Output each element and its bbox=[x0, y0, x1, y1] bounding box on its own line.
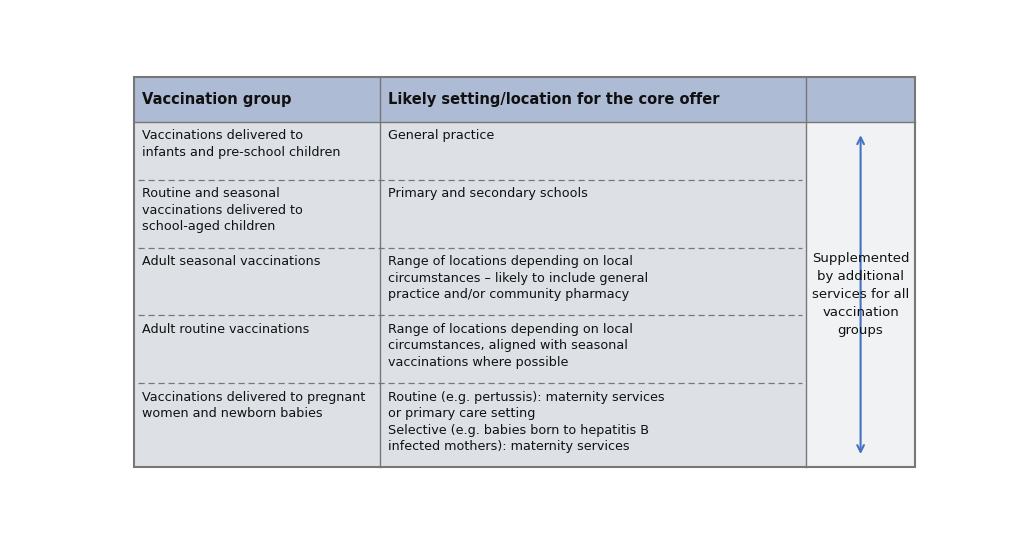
Bar bbox=[134, 77, 806, 122]
Text: Vaccinations delivered to pregnant
women and newborn babies: Vaccinations delivered to pregnant women… bbox=[142, 391, 366, 420]
Bar bbox=[806, 383, 915, 467]
Text: Adult routine vaccinations: Adult routine vaccinations bbox=[142, 323, 309, 336]
Text: Routine and seasonal
vaccinations delivered to
school-aged children: Routine and seasonal vaccinations delive… bbox=[142, 188, 303, 233]
Text: Vaccination group: Vaccination group bbox=[142, 92, 292, 107]
Bar bbox=[806, 247, 915, 315]
Bar bbox=[380, 315, 806, 383]
Bar bbox=[806, 180, 915, 247]
Text: Range of locations depending on local
circumstances – likely to include general
: Range of locations depending on local ci… bbox=[388, 255, 648, 301]
Text: Routine (e.g. pertussis): maternity services
or primary care setting
Selective (: Routine (e.g. pertussis): maternity serv… bbox=[388, 391, 665, 453]
Text: Primary and secondary schools: Primary and secondary schools bbox=[388, 188, 588, 201]
Bar bbox=[134, 315, 380, 383]
Bar bbox=[134, 247, 380, 315]
Text: Vaccinations delivered to
infants and pre-school children: Vaccinations delivered to infants and pr… bbox=[142, 129, 341, 159]
Bar bbox=[134, 180, 380, 247]
Bar bbox=[380, 383, 806, 467]
Bar bbox=[806, 77, 915, 122]
Bar bbox=[380, 180, 806, 247]
Text: Range of locations depending on local
circumstances, aligned with seasonal
vacci: Range of locations depending on local ci… bbox=[388, 323, 633, 369]
Bar bbox=[380, 122, 806, 180]
Text: Likely setting/location for the core offer: Likely setting/location for the core off… bbox=[388, 92, 720, 107]
Bar bbox=[806, 315, 915, 383]
Bar bbox=[806, 122, 915, 180]
Bar bbox=[134, 383, 380, 467]
Text: Supplemented
by additional
services for all
vaccination
groups: Supplemented by additional services for … bbox=[812, 252, 909, 337]
Text: Adult seasonal vaccinations: Adult seasonal vaccinations bbox=[142, 255, 321, 268]
Text: General practice: General practice bbox=[388, 129, 495, 142]
Bar bbox=[380, 247, 806, 315]
Bar bbox=[134, 122, 380, 180]
